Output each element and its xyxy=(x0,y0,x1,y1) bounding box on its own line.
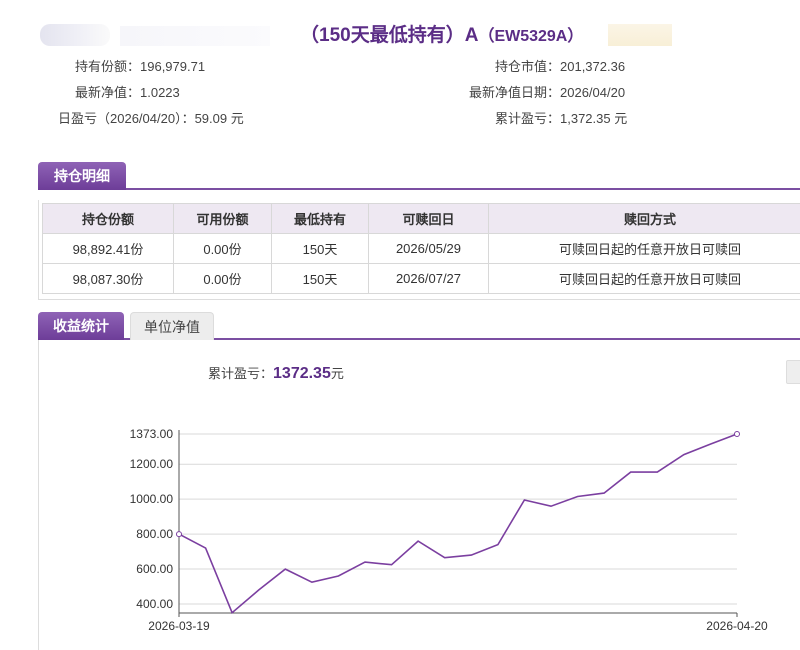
chart-panel xyxy=(38,340,800,650)
cell-holding-shares: 98,087.30份 xyxy=(42,263,174,294)
y-tick-label: 800.00 xyxy=(136,527,173,541)
daily-pl-value: 59.09 元 xyxy=(194,111,244,126)
market-value-row: 持仓市值：201,372.36 xyxy=(494,59,626,74)
daily-pl-row: 日盈亏（2026/04/20）：59.09 元 xyxy=(58,111,244,126)
holding-table: 持仓份额 可用份额 最低持有 可赎回日 赎回方式 98,892.41份 0.00… xyxy=(42,203,800,294)
cum-pl-value: 1,372.35 元 xyxy=(560,111,628,126)
fund-code: （EW5329A） xyxy=(478,28,584,45)
tab-profit-stats[interactable]: 收益统计 xyxy=(38,312,124,340)
holding-shares-row: 持有份额：196,979.71 xyxy=(74,59,206,74)
tab-unit-nav[interactable]: 单位净值 xyxy=(130,312,214,340)
col-min-hold: 最低持有 xyxy=(271,203,369,234)
y-tick-label: 1000.00 xyxy=(130,492,174,506)
cell-holding-shares: 98,892.41份 xyxy=(42,233,174,264)
detail-tabbar: 持仓明细 xyxy=(38,162,800,190)
col-redeem-method: 赎回方式 xyxy=(488,203,800,234)
x-tick-label: 2026-03-19 xyxy=(148,619,210,633)
chart-tabbar: 收益统计 单位净值 xyxy=(38,312,800,340)
cell-min-hold: 150天 xyxy=(271,233,369,264)
fund-title: （150天最低持有）A（EW5329A） xyxy=(300,25,584,46)
masked-name-block xyxy=(120,26,270,46)
cumulative-summary: 累计盈亏：1372.35元 xyxy=(208,365,344,382)
series-line xyxy=(178,433,738,615)
cell-redeem-date: 2026/07/27 xyxy=(368,263,489,294)
market-value-value: 201,372.36 xyxy=(560,59,626,74)
masked-badge-block xyxy=(608,24,672,46)
nav-date-value: 2026/04/20 xyxy=(560,85,626,100)
tab-holding-detail[interactable]: 持仓明细 xyxy=(38,162,126,190)
header: （150天最低持有）A（EW5329A） xyxy=(0,18,800,48)
x-tick-label: 2026-04-20 xyxy=(706,619,768,633)
nav-date-row: 最新净值日期：2026/04/20 xyxy=(468,85,626,100)
cell-available-shares: 0.00份 xyxy=(173,233,272,264)
cell-min-hold: 150天 xyxy=(271,263,369,294)
nav-value: 1.0223 xyxy=(140,85,180,100)
cell-redeem-method: 可赎回日起的任意开放日可赎回 xyxy=(488,263,800,294)
holding-table-panel: 持仓份额 可用份额 最低持有 可赎回日 赎回方式 98,892.41份 0.00… xyxy=(38,200,800,300)
y-tick-label: 400.00 xyxy=(136,597,173,611)
cumulative-value: 1372.35 xyxy=(273,365,331,382)
cell-available-shares: 0.00份 xyxy=(173,263,272,294)
holding-shares-value: 196,979.71 xyxy=(140,59,206,74)
series-point xyxy=(176,531,182,538)
y-tick-label: 1200.00 xyxy=(130,457,174,471)
series-point xyxy=(734,431,740,437)
nav-row: 最新净值：1.0223 xyxy=(74,85,180,100)
y-tick-label: 1373.00 xyxy=(130,427,174,441)
masked-name-block xyxy=(40,24,110,46)
y-tick-label: 600.00 xyxy=(136,562,173,576)
table-row: 98,087.30份 0.00份 150天 2026/07/27 可赎回日起的任… xyxy=(42,263,800,294)
cum-pl-row: 累计盈亏：1,372.35 元 xyxy=(494,111,628,126)
side-control-button[interactable] xyxy=(786,360,800,384)
